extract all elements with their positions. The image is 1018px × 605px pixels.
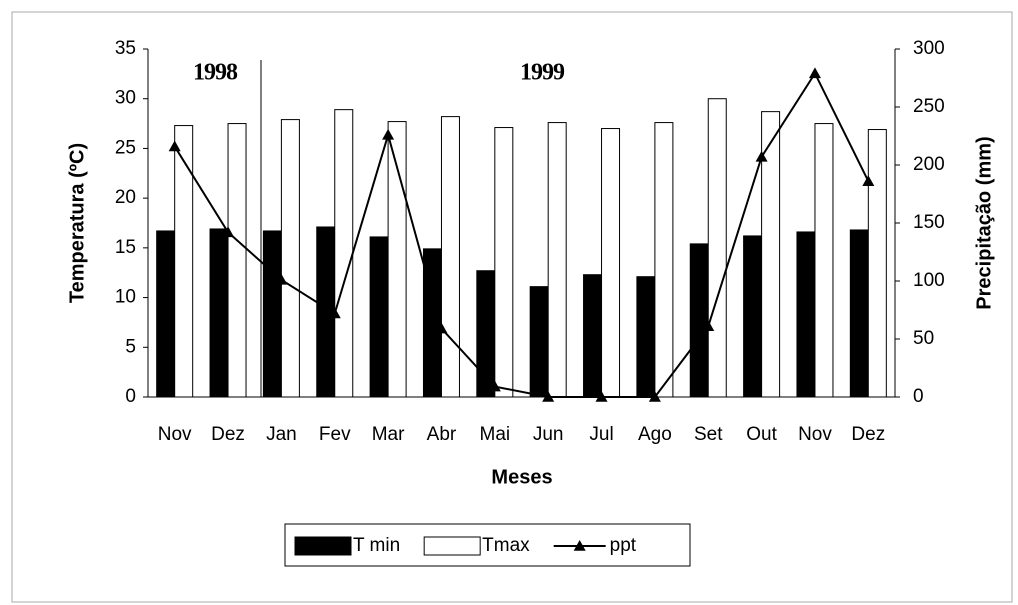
- x-tick-label: Out: [746, 424, 777, 445]
- y2-tick-label: 0: [913, 386, 924, 407]
- bar: [689, 243, 709, 398]
- x-tick-label: Jul: [589, 424, 613, 445]
- legend-label: Tmax: [482, 535, 530, 556]
- marker: [862, 175, 875, 187]
- y2-tick-label: 250: [913, 96, 945, 117]
- x-tick-label: Nov: [798, 424, 832, 445]
- marker: [648, 391, 661, 402]
- bar: [494, 127, 514, 398]
- y-tick-label: 35: [115, 38, 136, 59]
- y-tick-label: 15: [115, 237, 136, 258]
- marker: [222, 226, 235, 238]
- x-tick-label: Jan: [266, 424, 297, 445]
- y-tick-label: 10: [115, 287, 136, 308]
- bar: [849, 229, 869, 398]
- annotation: 1998: [193, 60, 238, 86]
- bar: [334, 109, 354, 398]
- bar: [636, 276, 656, 398]
- marker: [488, 380, 501, 392]
- marker: [542, 391, 555, 402]
- bar: [867, 129, 887, 398]
- x-tick-label: Dez: [851, 424, 885, 445]
- bar: [209, 228, 229, 398]
- bar: [262, 230, 282, 398]
- bar: [743, 235, 763, 398]
- bar: [654, 122, 674, 398]
- marker: [168, 140, 181, 152]
- bar: [387, 121, 407, 398]
- bar: [814, 123, 834, 398]
- bar: [583, 274, 603, 398]
- x-tick-label: Dez: [211, 424, 245, 445]
- marker: [702, 320, 715, 332]
- annotation: 1999: [520, 60, 565, 86]
- bar: [796, 231, 816, 398]
- legend-marker: [573, 540, 586, 551]
- x-tick-label: Set: [694, 424, 723, 445]
- x-tick-label: Mai: [480, 424, 511, 445]
- x-axis-title: Meses: [491, 466, 552, 488]
- bar: [156, 230, 176, 398]
- y-tick-label: 0: [125, 386, 136, 407]
- legend-swatch: [423, 536, 481, 556]
- legend-label: T min: [353, 535, 400, 556]
- bar: [547, 122, 567, 398]
- legend-label: ppt: [610, 535, 637, 556]
- y2-axis-title: Precipitação (mm): [973, 136, 995, 309]
- y2-tick-label: 100: [913, 270, 945, 291]
- marker: [435, 322, 448, 334]
- bar: [174, 125, 194, 398]
- y-tick-label: 20: [115, 187, 136, 208]
- y2-tick-label: 150: [913, 212, 945, 233]
- bar: [280, 119, 300, 398]
- y2-tick-label: 200: [913, 154, 945, 175]
- marker: [808, 67, 821, 79]
- y-tick-label: 30: [115, 88, 136, 109]
- y-tick-label: 25: [115, 137, 136, 158]
- bar: [227, 123, 247, 398]
- x-tick-label: Jun: [533, 424, 564, 445]
- x-tick-label: Nov: [158, 424, 192, 445]
- marker: [382, 128, 395, 140]
- x-tick-label: Ago: [638, 424, 672, 445]
- y2-tick-label: 50: [913, 328, 934, 349]
- legend-swatch: [294, 536, 352, 556]
- marker: [328, 307, 341, 319]
- bar: [707, 98, 727, 398]
- x-tick-label: Abr: [427, 424, 457, 445]
- bar: [761, 111, 781, 398]
- y2-tick-label: 300: [913, 38, 945, 59]
- x-tick-label: Fev: [319, 424, 351, 445]
- bar: [529, 286, 549, 398]
- bar: [440, 116, 460, 398]
- y-axis-title: Temperatura (ºC): [66, 143, 88, 303]
- x-tick-label: Mar: [372, 424, 405, 445]
- legend: [284, 523, 691, 567]
- y-tick-label: 5: [125, 336, 136, 357]
- marker: [595, 391, 608, 402]
- bar: [369, 236, 389, 398]
- marker: [275, 273, 288, 285]
- bar: [601, 128, 621, 398]
- line: [173, 71, 870, 398]
- marker: [755, 150, 768, 162]
- frame: [11, 11, 1013, 603]
